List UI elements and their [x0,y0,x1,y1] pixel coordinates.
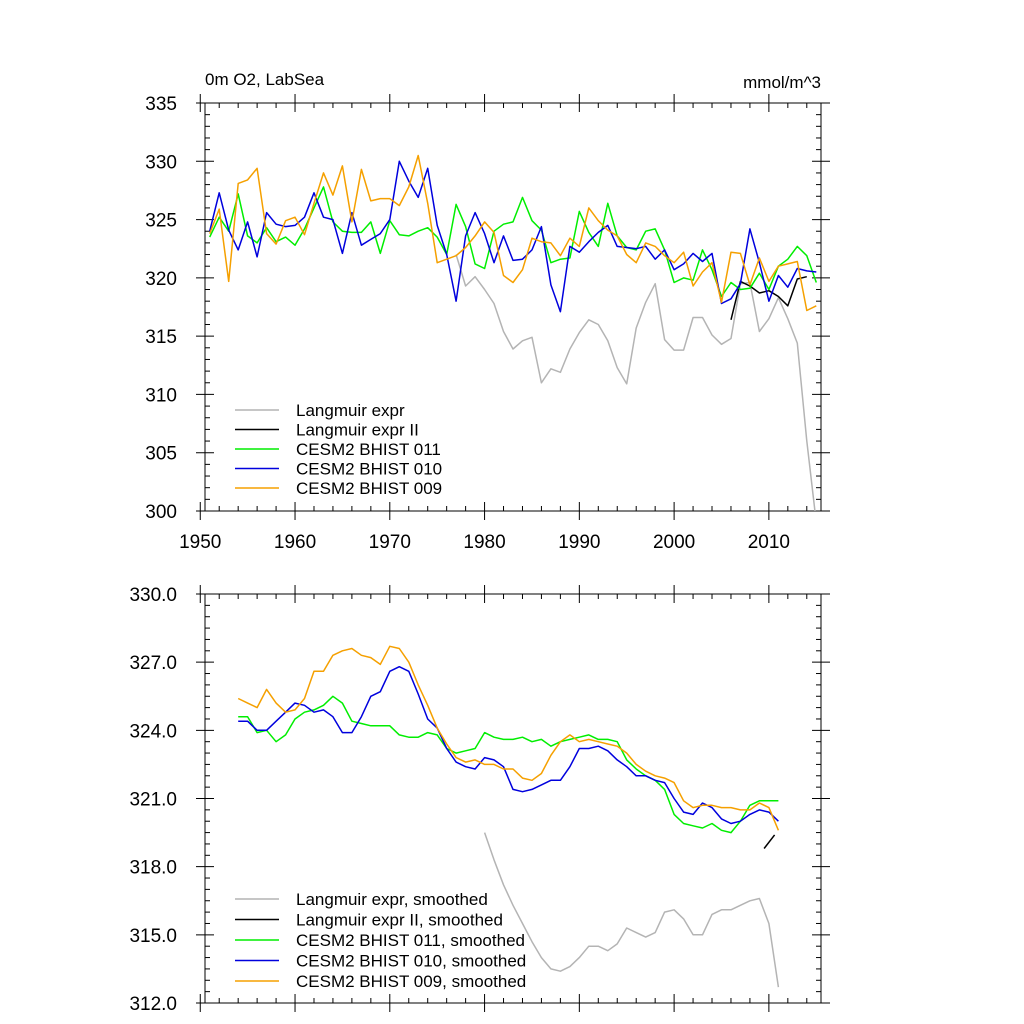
y-tick-label: 335 [145,94,177,115]
legend-label: Langmuir expr, smoothed [296,890,488,909]
y-tick-label: 310 [145,385,177,406]
series-line [730,275,807,320]
legend-label: Langmuir expr [296,401,405,420]
series-line [208,160,817,313]
legend-label: CESM2 BHIST 011 [296,440,441,459]
legend-label: CESM2 BHIST 010 [296,460,442,479]
legend-label: CESM2 BHIST 010, smoothed [296,952,526,971]
legend-label: Langmuir expr II [296,421,419,440]
legend: Langmuir expr, smoothed Langmuir expr II,… [235,890,526,991]
plot-frame [204,102,822,512]
y-tick-label: 327.0 [129,653,177,674]
chart-title: 0m O2, LabSea [205,70,325,89]
y-tick-label: 300 [145,502,177,523]
series-line [483,832,780,988]
series-line [455,254,816,511]
legend-label: CESM2 BHIST 009 [296,479,442,498]
bottom-panel: 312.0 315.0 318.0 321.0 324.0 327.0 330.0 Langm… [129,585,830,1015]
y-tick-label: 315 [145,327,177,348]
legend-label: CESM2 BHIST 011, smoothed [296,931,525,950]
x-tick-label: 1980 [463,532,505,553]
y-tick-label: 330.0 [129,585,177,606]
series-line [209,154,817,312]
x-tick-label: 1970 [369,532,411,553]
x-tick-label: 1950 [179,532,221,553]
y-tick-label: 312.0 [129,994,177,1015]
series-line [238,665,779,825]
legend-label: Langmuir expr II, smoothed [296,911,503,930]
top-panel: 1950 1960 1970 1980 1990 2000 2010 300 305 310 315… [145,70,830,553]
y-tick-label: 324.0 [129,721,177,742]
series-group [237,645,780,988]
series-line [237,645,780,831]
legend-label: CESM2 BHIST 009, smoothed [296,972,526,991]
x-tick-label: 2000 [653,532,695,553]
units-label: mmol/m^3 [743,73,821,92]
series-line [763,834,776,849]
y-tick-label: 330 [145,152,177,173]
x-tick-label: 2010 [748,532,790,553]
series-line [238,695,779,834]
y-tick-label: 325 [145,211,177,232]
y-tick-label: 315.0 [129,926,177,947]
y-tick-label: 321.0 [129,790,177,811]
x-tick-label: 1990 [558,532,600,553]
y-tick-label: 305 [145,444,177,465]
series-group [208,154,818,511]
y-tick-label: 320 [145,269,177,290]
x-tick-label: 1960 [274,532,316,553]
y-tick-label: 318.0 [129,858,177,879]
